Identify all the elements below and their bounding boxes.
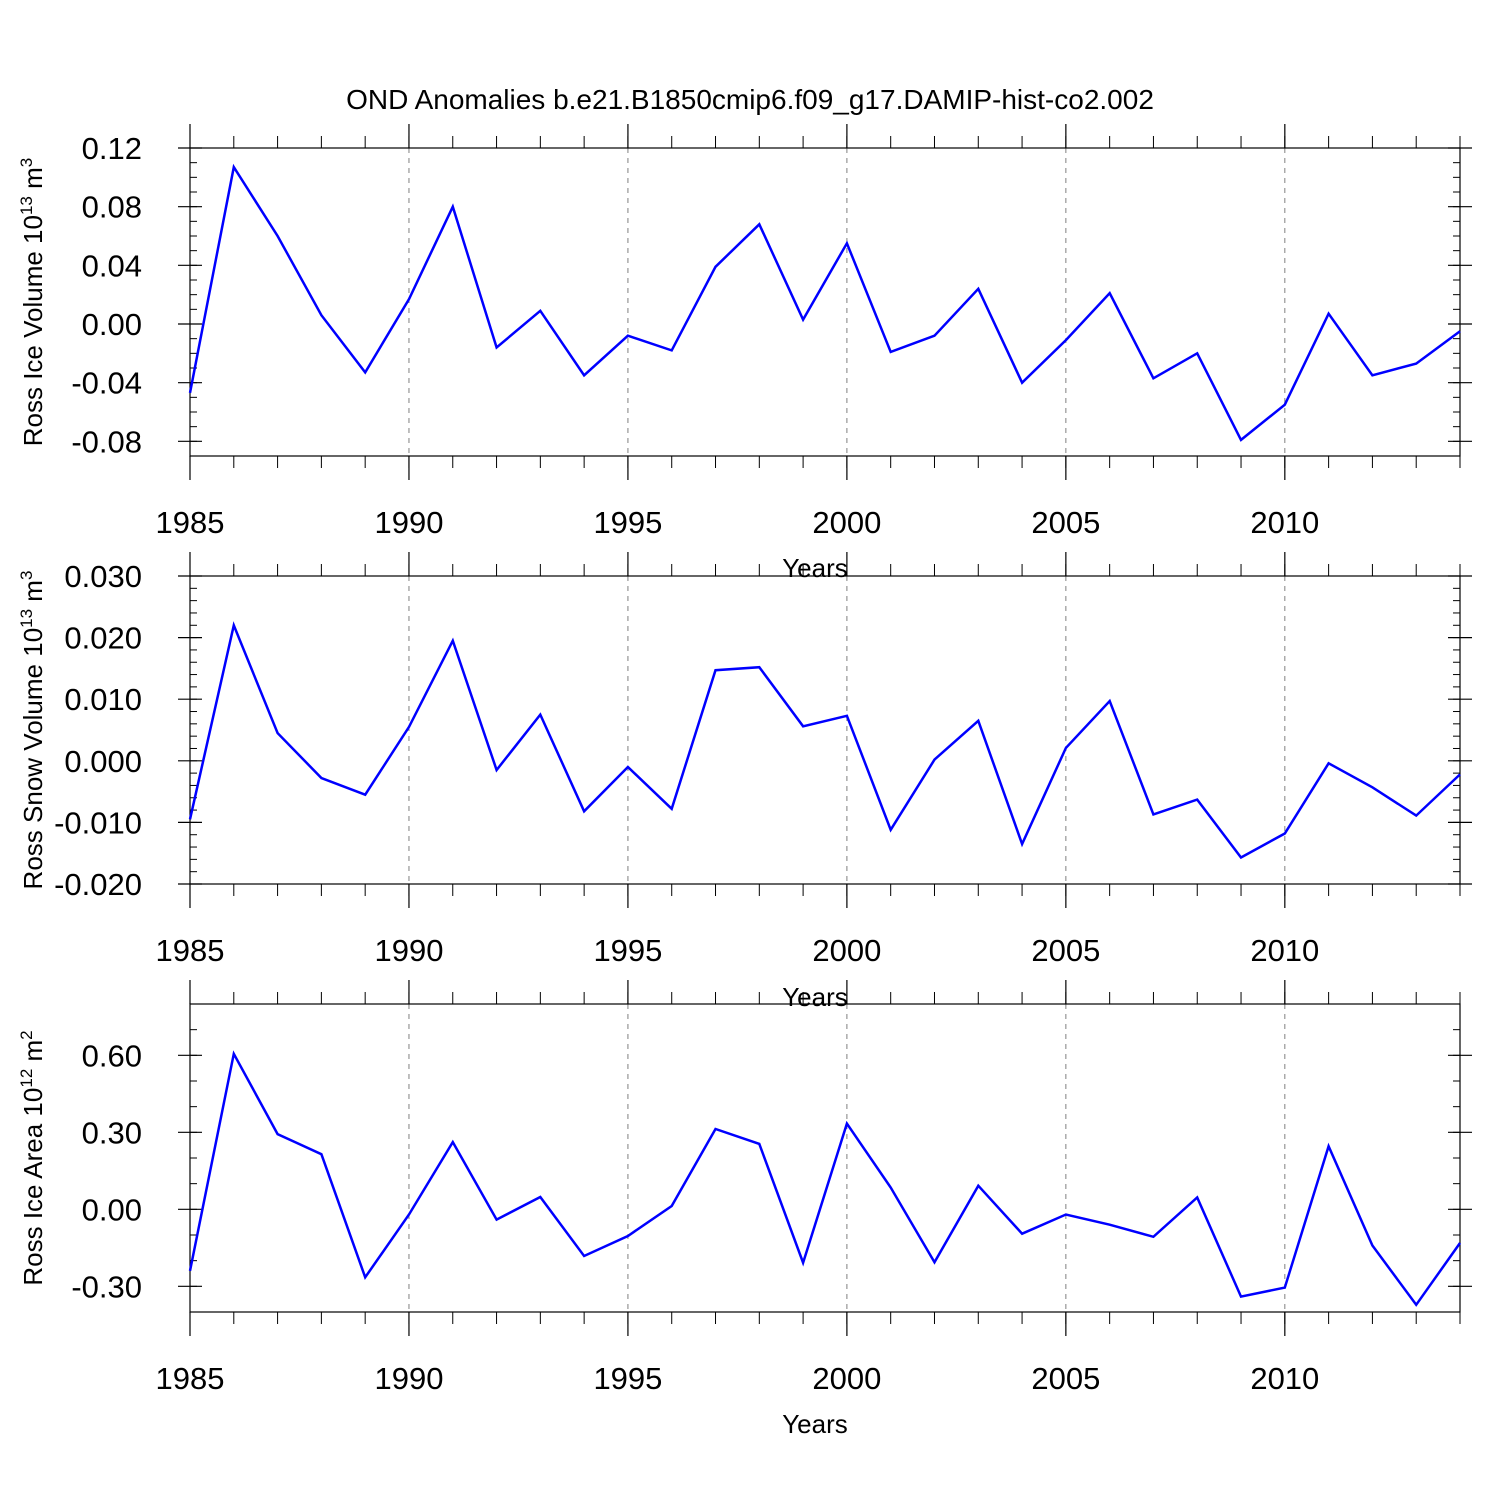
x-tick-label: 2010: [1250, 933, 1319, 968]
panel-3: -0.30 0.00 0.30 0.60 1985 1990 1995 2000 2005 201…: [17, 980, 1472, 1439]
y-tick-label: -0.30: [71, 1269, 142, 1304]
y-axis-label: Ross Snow Volume 1013 m3: [17, 571, 48, 890]
y-tick-label: 0.08: [82, 190, 142, 225]
figure-title: OND Anomalies b.e21.B1850cmip6.f09_g17.D…: [346, 84, 1154, 115]
series-line: [188, 1050, 1462, 1307]
series-line: [188, 163, 1461, 442]
y-tick-label: -0.010: [54, 805, 142, 840]
x-axis-label: Years: [782, 553, 848, 583]
x-tick-label: 2005: [1031, 505, 1100, 540]
y-tick-label: 0.00: [82, 1192, 142, 1227]
y-tick-label: 0.030: [64, 559, 142, 594]
panel-2: -0.020 -0.010 0.000 0.010 0.020 0.030 1985 1990…: [17, 552, 1472, 1012]
x-tick-label: 2000: [812, 1361, 881, 1396]
y-tick-label: 0.000: [64, 744, 142, 779]
plot-frame: [189, 575, 1461, 885]
x-tick-label: 2005: [1031, 1361, 1100, 1396]
x-tick-label: 1990: [374, 933, 443, 968]
x-tick-label: 1985: [156, 933, 225, 968]
x-tick-label: 2005: [1031, 933, 1100, 968]
y-tick-label: 0.60: [82, 1038, 142, 1073]
x-tick-label: 1990: [374, 505, 443, 540]
x-axis-label: Years: [782, 982, 848, 1012]
x-tick-label: 1995: [593, 933, 662, 968]
plot-frame: [189, 1003, 1461, 1313]
y-tick-label: -0.08: [71, 424, 142, 459]
x-tick-label: 1990: [374, 1361, 443, 1396]
x-tick-label: 1995: [593, 1361, 662, 1396]
y-axis-label: Ross Ice Volume 1013 m3: [17, 158, 48, 447]
x-tick-label: 2000: [812, 505, 881, 540]
y-tick-label: -0.020: [54, 867, 142, 902]
x-tick-label: 2000: [812, 933, 881, 968]
y-tick-label: 0.12: [82, 131, 142, 166]
y-tick-label: 0.00: [82, 307, 142, 342]
x-tick-label: 2010: [1250, 1361, 1319, 1396]
plot-frame: [189, 147, 1461, 457]
x-tick-label: 2010: [1250, 505, 1319, 540]
x-axis-label: Years: [782, 1409, 848, 1439]
x-tick-label: 1995: [593, 505, 662, 540]
panel-1: -0.08 -0.04 0.00 0.04 0.08 0.12 1985 1990 1995 20…: [17, 124, 1472, 583]
y-tick-label: 0.020: [64, 621, 142, 656]
y-tick-label: -0.04: [71, 366, 142, 401]
series-line: [188, 621, 1461, 860]
y-tick-label: 0.010: [64, 682, 142, 717]
x-tick-label: 1985: [156, 1361, 225, 1396]
y-tick-label: 0.30: [82, 1115, 142, 1150]
x-tick-label: 1985: [156, 505, 225, 540]
y-axis-label: Ross Ice Area 1012 m2: [17, 1030, 48, 1285]
y-tick-label: 0.04: [82, 248, 142, 283]
